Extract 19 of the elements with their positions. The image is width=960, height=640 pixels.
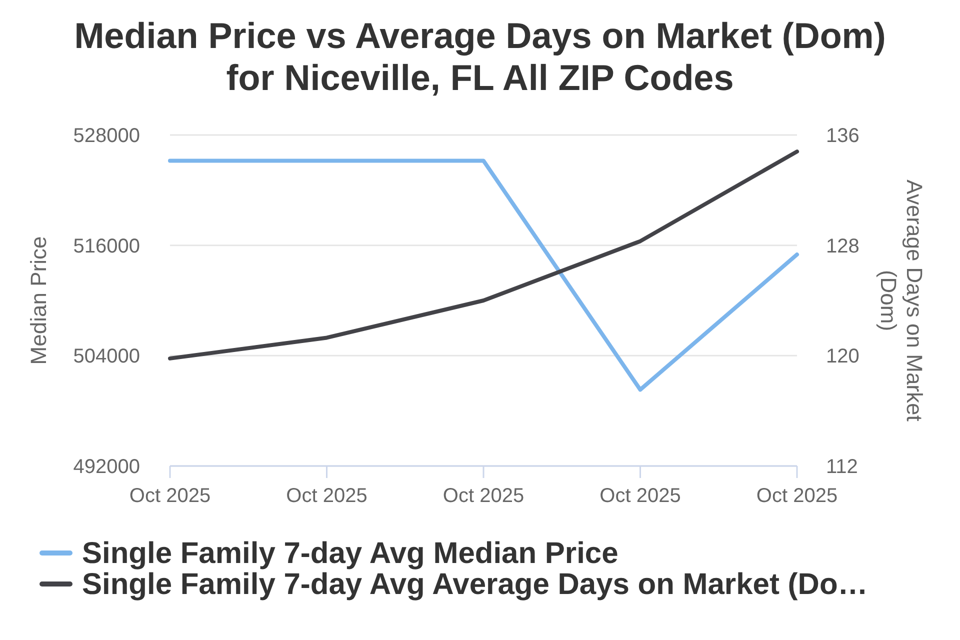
y-tick-label: 528000 [73,125,140,147]
x-tick-label: Oct 2025 [442,485,524,507]
y-tick-label: 516000 [73,235,140,258]
legend-label: Single Family 7-day Avg Average Days on Market (Do… [82,568,868,601]
y2-tick-label: 128 [826,235,860,258]
y2-tick-label: 120 [826,346,860,368]
y-tick-label: 504000 [73,346,140,368]
y-axis-title: Median Price [26,236,51,365]
y2-tick-label: 136 [826,125,860,147]
chart-title: Median Price vs Average Days on Market (Dom) for Niceville, FL All ZIP Codes [74,15,886,98]
x-tick-label: Oct 2025 [600,485,681,507]
x-tick-label: Oct 2025 [756,485,838,507]
y-tick-label: 492000 [73,456,140,478]
line-series [168,150,799,360]
y2-axis-title: Average Days on Market (Dom) [876,180,927,422]
y2-tick-label: 112 [826,456,858,478]
x-tick-label: Oct 2025 [286,485,368,507]
legend-label: Single Family 7-day Avg Median Price [82,537,618,570]
x-tick-label: Oct 2025 [129,485,211,507]
